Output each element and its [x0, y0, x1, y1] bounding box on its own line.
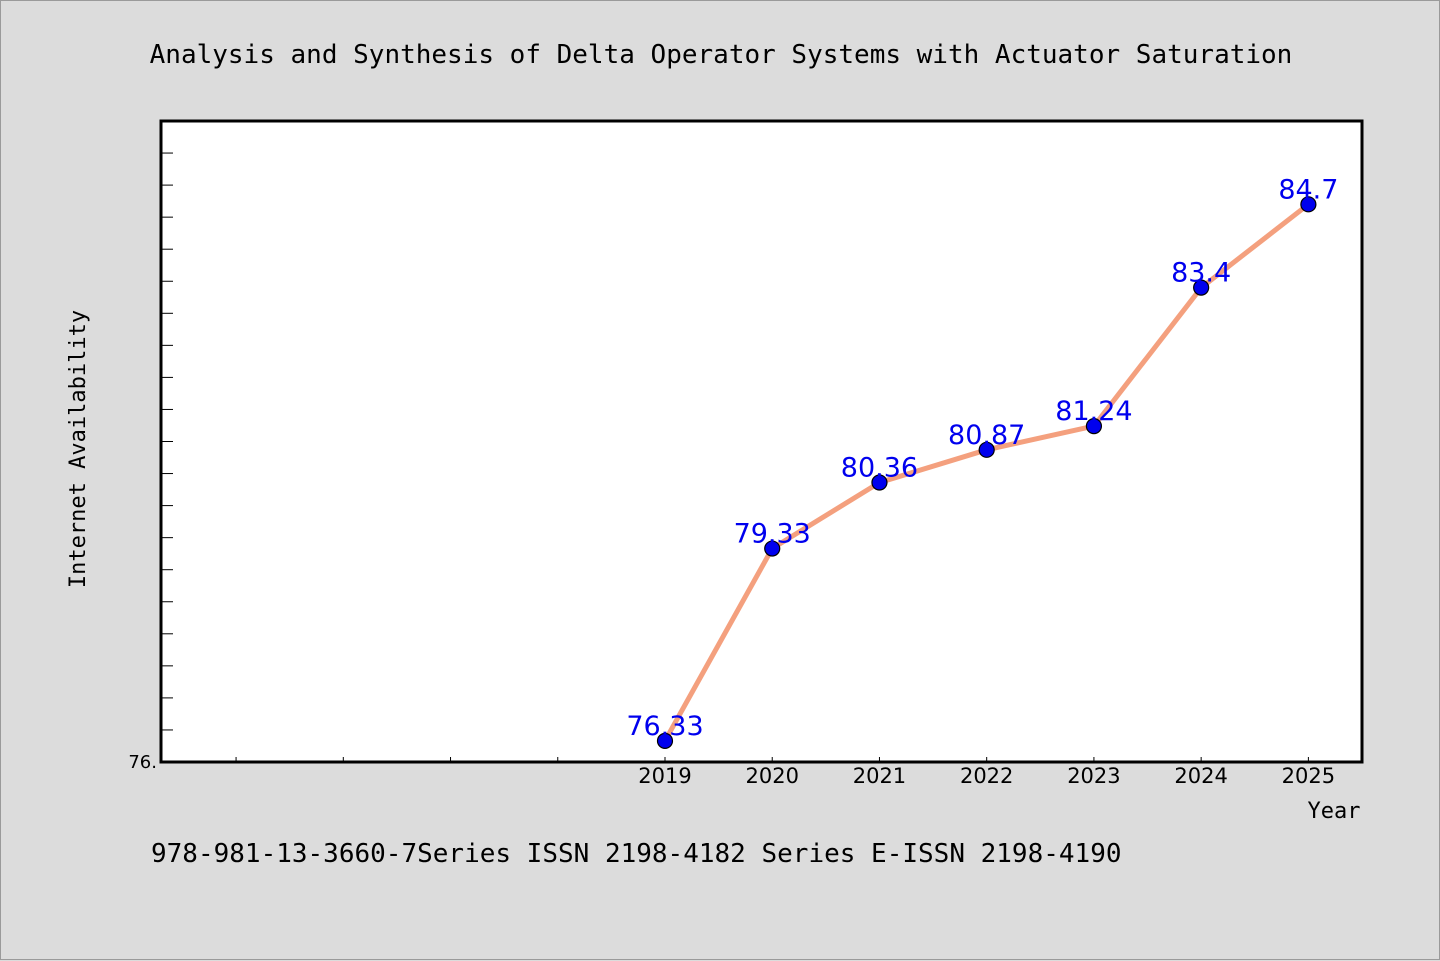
plot-frame	[159, 119, 1364, 764]
data-label: 79.33	[734, 519, 811, 550]
data-point	[764, 540, 781, 557]
x-tick-label: 2023	[1067, 764, 1120, 788]
x-tick-label: 2024	[1174, 764, 1227, 788]
data-point	[871, 474, 888, 491]
footer-text: 978-981-13-3660-7Series ISSN 2198-4182 S…	[151, 839, 1122, 869]
x-tick-label: 2025	[1282, 764, 1335, 788]
data-label: 81.24	[1055, 396, 1132, 427]
data-label: 83.4	[1171, 258, 1231, 289]
data-point	[1085, 418, 1103, 435]
x-tick-label: 2021	[853, 764, 906, 788]
x-axis-label: Year	[1308, 799, 1361, 824]
x-tick-label: 2019	[638, 764, 691, 788]
x-tick-labels: 2019 2020 2021 2022 2023 2024 2025	[638, 764, 1335, 788]
x-tick-label: 2020	[745, 764, 798, 788]
data-label: 76.33	[626, 711, 703, 742]
y-axis-minor-ticks	[161, 152, 173, 731]
data-label: 80.87	[948, 420, 1025, 451]
data-point	[656, 732, 674, 749]
data-label: 84.7	[1278, 174, 1338, 205]
y-tick-label: 76.	[128, 752, 157, 773]
data-point	[978, 441, 995, 458]
chart-title: Analysis and Synthesis of Delta Operator…	[150, 40, 1293, 70]
data-point	[1300, 196, 1317, 213]
data-label: 80.36	[841, 453, 918, 484]
y-axis-label: Internet Availability	[66, 310, 91, 588]
plot-area	[161, 121, 1362, 762]
series-layer: 76.33 79.33 80.36 80.87 81.24 83.4 84.7	[626, 174, 1338, 749]
y-tick-labels: 76.	[128, 752, 157, 773]
data-point	[1193, 279, 1210, 296]
x-tick-label: 2022	[960, 764, 1013, 788]
